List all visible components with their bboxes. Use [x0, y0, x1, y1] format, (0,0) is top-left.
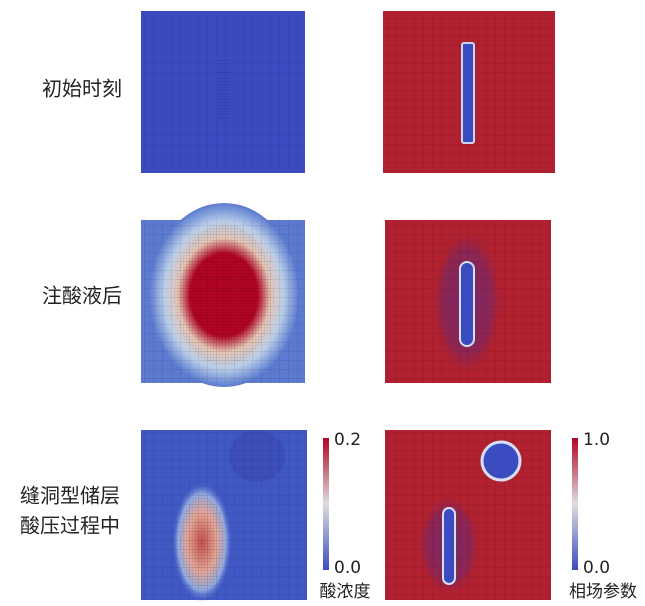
colorbar-max: 0.2: [334, 430, 361, 450]
colorbar: [323, 438, 329, 570]
panel-phase-initial: [383, 11, 555, 173]
row-label: 初始时刻: [42, 77, 122, 101]
panel-phase-process: [385, 430, 551, 600]
colorbar-max: 1.0: [583, 430, 610, 450]
colorbar-min: 0.0: [334, 558, 361, 578]
colorbar: [572, 438, 578, 570]
row-label: 注酸液后: [42, 284, 122, 308]
row-label: 酸压过程中: [20, 514, 120, 538]
colorbar-title: 相场参数: [569, 582, 637, 602]
colorbar-title: 酸浓度: [320, 582, 371, 602]
panel-acid-initial: [141, 11, 305, 173]
panel-acid-injected: [141, 203, 305, 387]
row-label: 缝洞型储层: [20, 484, 120, 508]
panel-phase-injected: [385, 220, 551, 383]
colorbar-min: 0.0: [583, 558, 610, 578]
panel-acid-process: [141, 430, 307, 602]
